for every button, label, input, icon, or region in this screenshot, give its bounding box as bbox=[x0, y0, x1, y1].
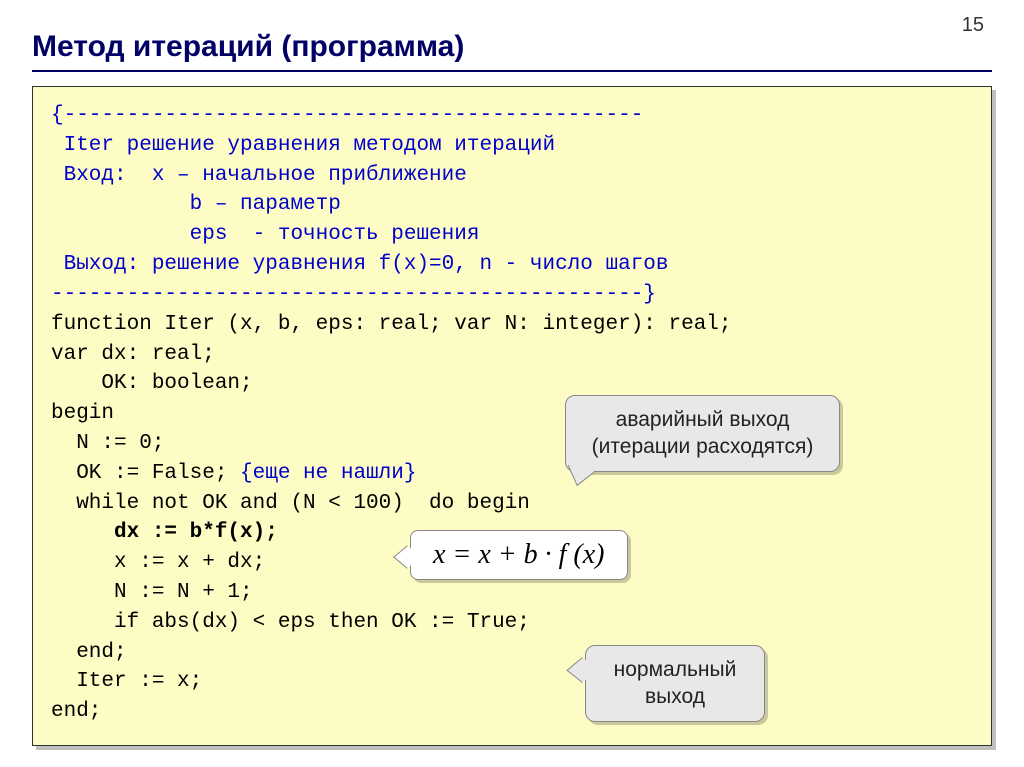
code-line: if abs(dx) < eps then OK := True; bbox=[51, 611, 530, 634]
callout-text: нормальный bbox=[606, 656, 744, 683]
comment-line: Вход: x – начальное приближение bbox=[51, 164, 467, 187]
comment-line: Iter решение уравнения методом итераций bbox=[51, 134, 555, 157]
callout-normal-exit: нормальный выход bbox=[585, 645, 765, 722]
code-line: N := 0; bbox=[51, 432, 164, 455]
page-number: 15 bbox=[962, 14, 984, 37]
comment-line: ----------------------------------------… bbox=[51, 283, 656, 306]
code-line-bold: dx := b*f(x); bbox=[51, 521, 278, 544]
comment-line: b – параметр bbox=[51, 193, 341, 216]
formula-box: x = x + b · f (x) bbox=[410, 530, 628, 580]
code-line: Iter := x; bbox=[51, 670, 202, 693]
callout-text: (итерации расходятся) bbox=[586, 433, 819, 460]
code-line: x := x + dx; bbox=[51, 551, 265, 574]
code-line: OK := False; bbox=[51, 462, 240, 485]
comment-line: {---------------------------------------… bbox=[51, 104, 643, 127]
title-underline bbox=[32, 70, 992, 72]
code-line: var dx: real; bbox=[51, 343, 215, 366]
comment-line: Выход: решение уравнения f(x)=0, n - чис… bbox=[51, 253, 669, 276]
code-line: end; bbox=[51, 641, 127, 664]
code-line: function Iter (x, b, eps: real; var N: i… bbox=[51, 313, 732, 336]
code-line: begin bbox=[51, 402, 114, 425]
code-line: N := N + 1; bbox=[51, 581, 253, 604]
page-title: Метод итераций (программа) bbox=[32, 30, 992, 64]
comment-inline: {еще не нашли} bbox=[240, 462, 416, 485]
comment-line: eps - точность решения bbox=[51, 223, 479, 246]
callout-text: аварийный выход bbox=[586, 406, 819, 433]
code-block: {---------------------------------------… bbox=[32, 86, 992, 746]
callout-text: выход bbox=[606, 683, 744, 710]
callout-emergency-exit: аварийный выход (итерации расходятся) bbox=[565, 395, 840, 472]
code-line: while not OK and (N < 100) do begin bbox=[51, 492, 530, 515]
code-line: end; bbox=[51, 700, 101, 723]
code-line: OK: boolean; bbox=[51, 372, 253, 395]
